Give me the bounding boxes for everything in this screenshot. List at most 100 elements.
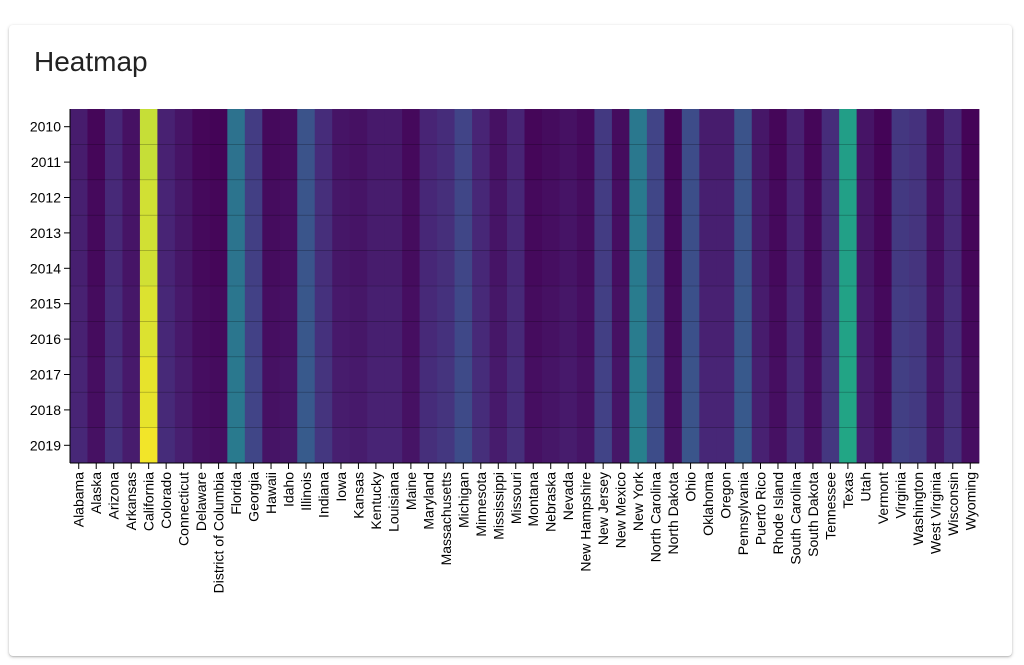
x-tick-label: Pennsylvania xyxy=(735,472,751,555)
heatmap-cell xyxy=(611,250,630,287)
x-tick-label: New Jersey xyxy=(595,472,611,545)
heatmap-cell xyxy=(489,392,508,428)
heatmap-cell xyxy=(104,144,123,181)
heatmap-cell xyxy=(279,144,298,181)
heatmap-cell xyxy=(909,392,927,428)
heatmap-cell xyxy=(874,392,892,428)
heatmap-cell xyxy=(699,215,718,251)
heatmap-cell xyxy=(157,250,176,287)
heatmap-cell xyxy=(594,321,613,358)
heatmap-cell xyxy=(209,179,228,216)
x-tick-label: Wisconsin xyxy=(945,472,961,536)
heatmap-cell xyxy=(70,144,88,181)
heatmap-cell xyxy=(314,427,333,464)
heatmap-cell xyxy=(664,427,683,464)
heatmap-cell xyxy=(944,215,962,251)
heatmap-cell xyxy=(314,215,333,251)
x-tick-label: New Hampshire xyxy=(578,472,594,572)
heatmap-cell xyxy=(734,427,753,464)
heatmap-cell xyxy=(944,356,962,393)
heatmap-cell xyxy=(157,427,176,464)
heatmap-cell xyxy=(297,144,316,181)
heatmap-cell xyxy=(262,109,281,145)
heatmap-cell xyxy=(192,250,211,287)
heatmap-cell xyxy=(437,321,455,358)
heatmap-cell xyxy=(611,179,630,216)
heatmap-cell xyxy=(664,286,683,322)
heatmap-cell xyxy=(734,392,753,428)
heatmap-cell xyxy=(227,321,246,358)
heatmap-cell xyxy=(524,321,543,358)
heatmap-cell xyxy=(576,109,595,145)
heatmap-cell xyxy=(839,179,858,216)
y-tick-label: 2011 xyxy=(31,154,61,170)
x-tick-label: Louisiana xyxy=(385,472,401,532)
x-tick-label: North Dakota xyxy=(665,472,681,555)
x-tick-label: Maryland xyxy=(420,472,436,530)
heatmap-cell xyxy=(559,321,578,358)
heatmap-cell xyxy=(472,427,490,464)
heatmap-cell xyxy=(314,109,333,145)
heatmap-cell xyxy=(629,392,648,428)
heatmap-cell xyxy=(402,321,421,358)
heatmap-cell xyxy=(961,286,980,322)
heatmap-cell xyxy=(297,179,316,216)
heatmap-cell xyxy=(437,286,455,322)
heatmap-cell xyxy=(926,321,945,358)
heatmap-cell xyxy=(804,215,823,251)
heatmap-cell xyxy=(734,286,753,322)
heatmap-cell xyxy=(611,321,630,358)
heatmap-cell xyxy=(874,356,892,393)
heatmap-cell xyxy=(839,286,858,322)
heatmap-cell xyxy=(332,392,351,428)
heatmap-cell xyxy=(716,392,735,428)
heatmap-cell xyxy=(192,144,211,181)
heatmap-cell xyxy=(209,215,228,251)
heatmap-cell xyxy=(821,286,840,322)
heatmap-cell xyxy=(786,144,805,181)
heatmap-cell xyxy=(87,109,106,145)
heatmap-cell xyxy=(839,144,858,181)
heatmap-cell xyxy=(559,109,578,145)
heatmap-cell xyxy=(244,109,263,145)
heatmap-cell xyxy=(507,321,525,358)
heatmap-cell xyxy=(244,250,263,287)
heatmap-cell xyxy=(349,356,368,393)
heatmap-cell xyxy=(594,215,613,251)
heatmap-cell xyxy=(367,427,386,464)
heatmap-cell xyxy=(209,356,228,393)
heatmap-cell xyxy=(507,356,525,393)
heatmap-cell xyxy=(174,109,193,145)
heatmap-cell xyxy=(576,321,595,358)
heatmap-cell xyxy=(367,250,386,287)
heatmap-cell xyxy=(349,179,368,216)
heatmap-cell xyxy=(944,109,962,145)
heatmap-cell xyxy=(629,215,648,251)
heatmap-cell xyxy=(87,215,106,251)
heatmap-cell xyxy=(332,321,351,358)
heatmap-cell xyxy=(646,179,665,216)
heatmap-cell xyxy=(174,179,193,216)
heatmap-cell xyxy=(157,321,176,358)
heatmap-cell xyxy=(944,250,962,287)
heatmap-cell xyxy=(192,427,211,464)
x-axis: Alabama Alaska Arizona Arkansas California Co… xyxy=(70,462,979,593)
heatmap-cell xyxy=(926,427,945,464)
heatmap-cell xyxy=(419,250,438,287)
heatmap-cell xyxy=(279,109,298,145)
heatmap-cell xyxy=(804,356,823,393)
heatmap-cell xyxy=(576,144,595,181)
heatmap-cell xyxy=(244,356,263,393)
x-tick-label: Michigan xyxy=(455,472,471,528)
heatmap-cell xyxy=(157,356,176,393)
heatmap-cell xyxy=(909,179,927,216)
x-tick-label: Massachusetts xyxy=(438,472,454,565)
heatmap-cell xyxy=(839,215,858,251)
heatmap-cell xyxy=(646,215,665,251)
heatmap-cell xyxy=(524,286,543,322)
heatmap-cell xyxy=(384,250,403,287)
heatmap-cell xyxy=(384,321,403,358)
heatmap-cell xyxy=(192,392,211,428)
heatmap-cell xyxy=(227,356,246,393)
heatmap-cell xyxy=(559,215,578,251)
